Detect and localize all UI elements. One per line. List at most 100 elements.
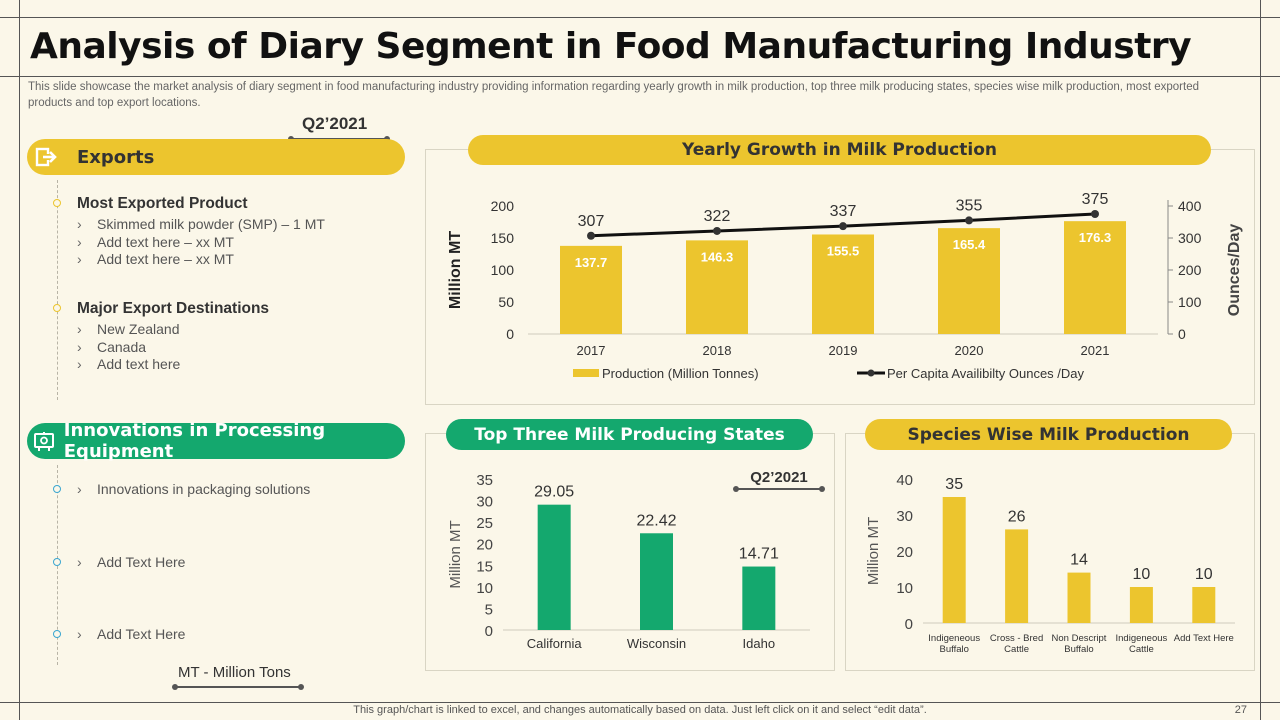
y-tick-label: 0 <box>506 326 514 342</box>
bar <box>938 228 1000 334</box>
yearly-growth-title-pill: Yearly Growth in Milk Production <box>468 135 1211 165</box>
bar <box>742 566 776 630</box>
list-item: › Add text here <box>77 356 181 372</box>
export-icon <box>29 140 63 174</box>
bar <box>1005 529 1029 623</box>
x-tick-label: California <box>527 636 583 651</box>
line-data-label: 355 <box>956 197 983 214</box>
x-tick-label: Non Descript <box>1052 633 1107 644</box>
bar <box>1129 587 1153 623</box>
bar <box>537 504 571 630</box>
bar-data-label: 155.5 <box>827 243 860 258</box>
x-tick-label: Indigeneous <box>928 633 980 644</box>
legend-swatch-point <box>867 369 875 377</box>
bar <box>942 497 966 623</box>
page-description: This slide showcase the market analysis … <box>28 81 1200 109</box>
line-point <box>965 216 973 225</box>
bar-data-label: 146.3 <box>701 249 734 264</box>
y-tick-label: 20 <box>476 537 493 554</box>
x-tick-label: Indigeneous <box>1116 633 1168 644</box>
top-states-title-pill: Top Three Milk Producing States <box>446 419 813 450</box>
page-title: Analysis of Diary Segment in Food Manufa… <box>30 26 1192 67</box>
x-tick-label: Buffalo <box>1064 644 1093 655</box>
legend-label: Per Capita Availibilty Ounces /Day <box>887 366 1085 381</box>
frame-title-underline <box>0 76 1280 77</box>
x-tick-label: 2017 <box>577 343 606 358</box>
y-tick-label: 30 <box>476 494 493 511</box>
line-point <box>1091 210 1099 218</box>
destinations-heading: Major Export Destinations <box>77 300 270 317</box>
exports-timeline <box>57 180 58 400</box>
list-item: › Canada <box>77 339 147 355</box>
bar-data-label: 35 <box>945 476 963 493</box>
species-title-pill: Species Wise Milk Production <box>865 419 1232 450</box>
bullet-dot <box>53 304 61 312</box>
x-tick-label: 2020 <box>955 343 984 358</box>
bullet-dot <box>53 558 61 566</box>
bar <box>812 234 874 334</box>
bar-data-label: 26 <box>1008 508 1026 525</box>
y-tick-label: 35 <box>476 472 493 489</box>
y-tick-label: 25 <box>476 515 493 532</box>
chart-subtitle: Q2’2021 <box>750 469 808 486</box>
frame-top-line <box>0 17 1280 18</box>
x-tick-label: Buffalo <box>939 644 968 655</box>
innovations-label: Innovations in Processing Equipment <box>63 420 326 462</box>
period-label: Q2’2021 <box>302 114 368 133</box>
y-tick-label: 15 <box>476 558 493 575</box>
top-states-chart: 0 5 10 15 20 25 30 35 29.05 California 22.42 Wiscon… <box>447 469 825 651</box>
list-item: › Add Text Here <box>77 626 186 642</box>
list-item: › New Zealand <box>77 321 180 337</box>
bar <box>640 533 673 630</box>
y-tick-label: 0 <box>905 616 913 633</box>
bar-data-label: 176.3 <box>1079 230 1112 245</box>
bar-data-label: 10 <box>1195 566 1213 583</box>
line-data-label: 322 <box>704 208 731 225</box>
bar-data-label: 14.71 <box>739 546 779 563</box>
bar-data-label: 165.4 <box>953 237 986 252</box>
chart-title: Top Three Milk Producing States <box>474 424 785 445</box>
most-exported-heading: Most Exported Product <box>77 195 248 212</box>
x-tick-label: Wisconsin <box>627 636 686 651</box>
units-note: MT - Million Tons <box>178 664 291 681</box>
list-item: › Add Text Here <box>77 554 186 570</box>
list-item: › Skimmed milk powder (SMP) – 1 MT <box>77 216 325 232</box>
innovations-header: Innovations in Processing Equipment <box>27 420 405 462</box>
x-tick-label: 2021 <box>1081 343 1110 358</box>
line-data-label: 307 <box>578 213 605 230</box>
frame-right-line <box>1260 0 1261 720</box>
page-number: 27 <box>1234 704 1247 716</box>
top-states-panel <box>425 433 835 671</box>
y-axis-title: Million MT <box>447 231 464 309</box>
subtitle-line-end <box>733 486 739 492</box>
chart-title: Yearly Growth in Milk Production <box>681 140 998 160</box>
y-tick-label: 100 <box>491 262 515 278</box>
line-point <box>713 226 721 235</box>
x-tick-label: Cattle <box>1129 644 1154 655</box>
y2-tick-label: 200 <box>1178 262 1202 278</box>
x-tick-label: 2019 <box>829 343 858 358</box>
footer-note: This graph/chart is linked to excel, and… <box>353 704 927 716</box>
bar <box>1067 572 1091 623</box>
y-tick-label: 5 <box>485 601 493 618</box>
bar-data-label: 29.05 <box>534 484 574 501</box>
exports-header: Exports <box>27 139 405 175</box>
frame-bottom-line <box>0 702 1280 703</box>
bar <box>560 245 622 334</box>
y-tick-label: 40 <box>896 472 913 489</box>
list-item: › Innovations in packaging solutions <box>77 481 311 497</box>
y-tick-label: 50 <box>498 294 514 310</box>
bullet-dot <box>53 199 61 207</box>
bar <box>1192 587 1216 623</box>
y-tick-label: 150 <box>491 230 515 246</box>
x-tick-label: Idaho <box>743 636 776 651</box>
x-tick-label: Cross - Bred <box>990 633 1043 644</box>
line-data-label: 375 <box>1082 191 1109 208</box>
subtitle-line-end <box>819 486 825 492</box>
y-axis-title: Million MT <box>447 520 464 588</box>
bar-data-label: 14 <box>1070 552 1088 569</box>
legend-label: Production (Million Tonnes) <box>602 366 759 381</box>
y-tick-label: 0 <box>485 623 493 640</box>
y-tick-label: 20 <box>896 544 913 561</box>
